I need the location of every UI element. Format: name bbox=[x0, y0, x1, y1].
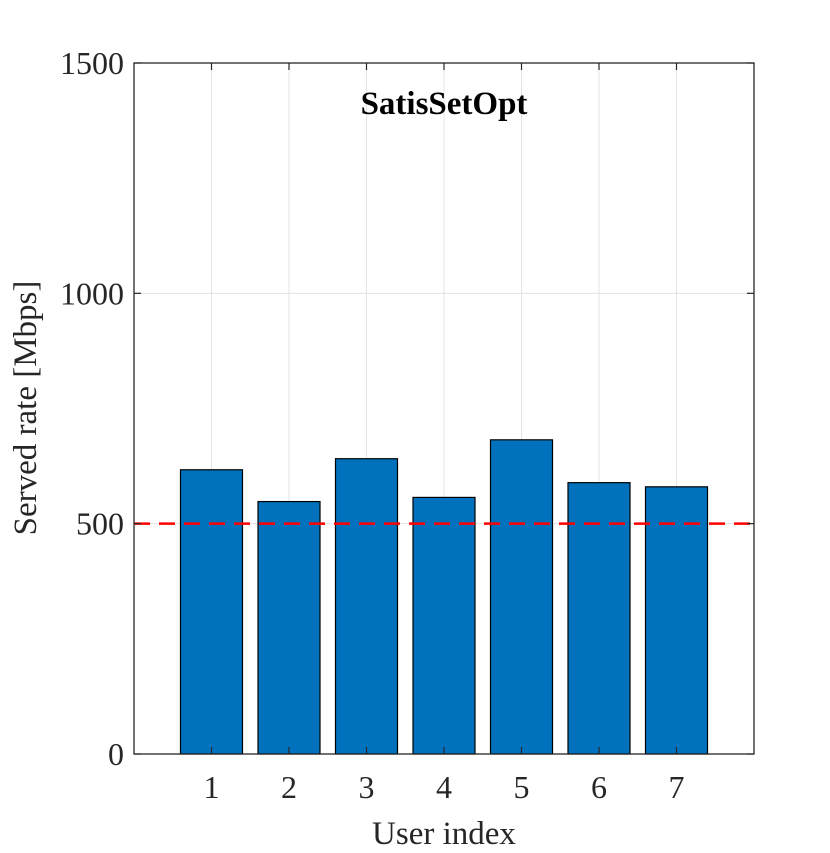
bar-4 bbox=[412, 496, 476, 755]
bar-2 bbox=[257, 500, 321, 755]
bars bbox=[179, 439, 709, 755]
y-axis-label: Served rate [Mbps] bbox=[8, 281, 44, 536]
x-tick-label-5: 5 bbox=[514, 769, 530, 805]
bar-1 bbox=[179, 469, 244, 755]
x-axis-label: User index bbox=[372, 816, 516, 852]
x-tick-label-3: 3 bbox=[359, 769, 375, 805]
bar-5 bbox=[489, 439, 554, 755]
bar-7 bbox=[644, 486, 709, 755]
chart-title: SatisSetOpt bbox=[361, 86, 528, 122]
x-tick-label-7: 7 bbox=[669, 769, 685, 805]
x-tick-label-2: 2 bbox=[281, 769, 297, 805]
y-tick-label-1000: 1000 bbox=[60, 275, 124, 311]
bar-3 bbox=[334, 458, 399, 755]
x-tick-label-1: 1 bbox=[204, 769, 220, 805]
y-tick-label-500: 500 bbox=[76, 506, 124, 542]
y-tick-label-1500: 1500 bbox=[60, 45, 124, 81]
x-tick-label-6: 6 bbox=[591, 769, 607, 805]
x-tick-label-4: 4 bbox=[436, 769, 452, 805]
y-tick-label-0: 0 bbox=[108, 736, 124, 772]
axis-ticks: 1 2 3 4 5 6 7 0 500 1000 1500 bbox=[60, 45, 754, 805]
bar-6 bbox=[567, 482, 631, 755]
